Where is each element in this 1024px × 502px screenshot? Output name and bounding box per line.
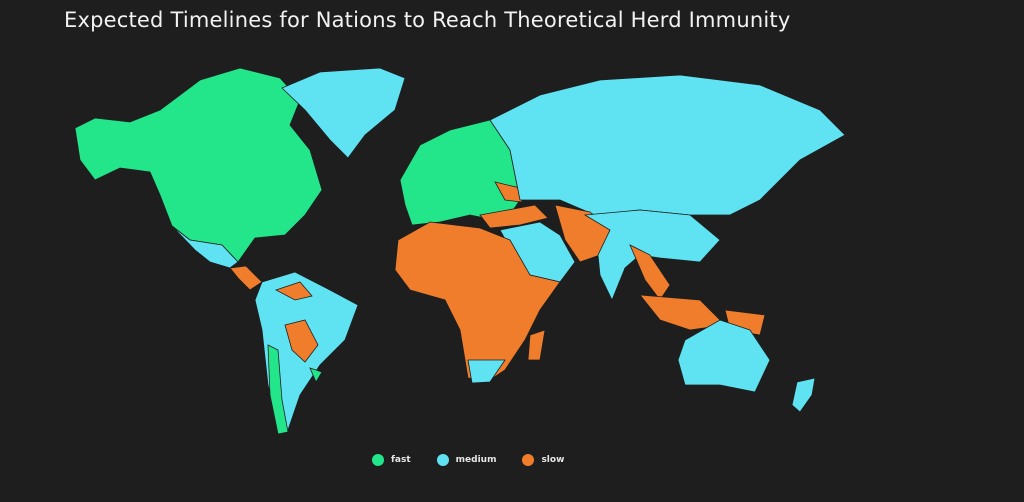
region-fast[interactable]: North America (Canada, USA)	[74, 67, 323, 263]
legend-label: fast	[391, 455, 411, 465]
legend-item-medium[interactable]: medium	[436, 454, 497, 466]
legend-dot-medium	[436, 454, 449, 466]
region-medium[interactable]: Russia / Central Asia	[489, 74, 846, 216]
region-slow[interactable]: Southeast Asia	[629, 244, 671, 301]
legend-item-fast[interactable]: fast	[372, 454, 411, 466]
region-slow[interactable]: Africa	[394, 221, 561, 381]
region-medium[interactable]: Greenland	[281, 67, 406, 159]
legend: fast medium slow	[372, 454, 564, 466]
legend-label: medium	[455, 455, 497, 465]
region-slow[interactable]: Eastern Europe / Turkey	[479, 181, 549, 229]
legend-dot-fast	[372, 454, 384, 466]
legend-item-slow[interactable]: slow	[522, 454, 564, 466]
legend-dot-slow	[522, 454, 535, 466]
region-slow[interactable]: Central America	[229, 265, 263, 291]
region-fast[interactable]: Chile / Uruguay	[267, 344, 323, 435]
region-slow[interactable]: Venezuela / Bolivia / Paraguay	[274, 281, 319, 363]
region-medium[interactable]: Southern Africa	[467, 359, 506, 384]
region-medium[interactable]: Australia / New Zealand	[677, 319, 816, 413]
map-title: Expected Timelines for Nations to Reach …	[64, 8, 791, 32]
legend-label: slow	[541, 455, 565, 465]
region-medium[interactable]: Mexico	[171, 225, 239, 269]
